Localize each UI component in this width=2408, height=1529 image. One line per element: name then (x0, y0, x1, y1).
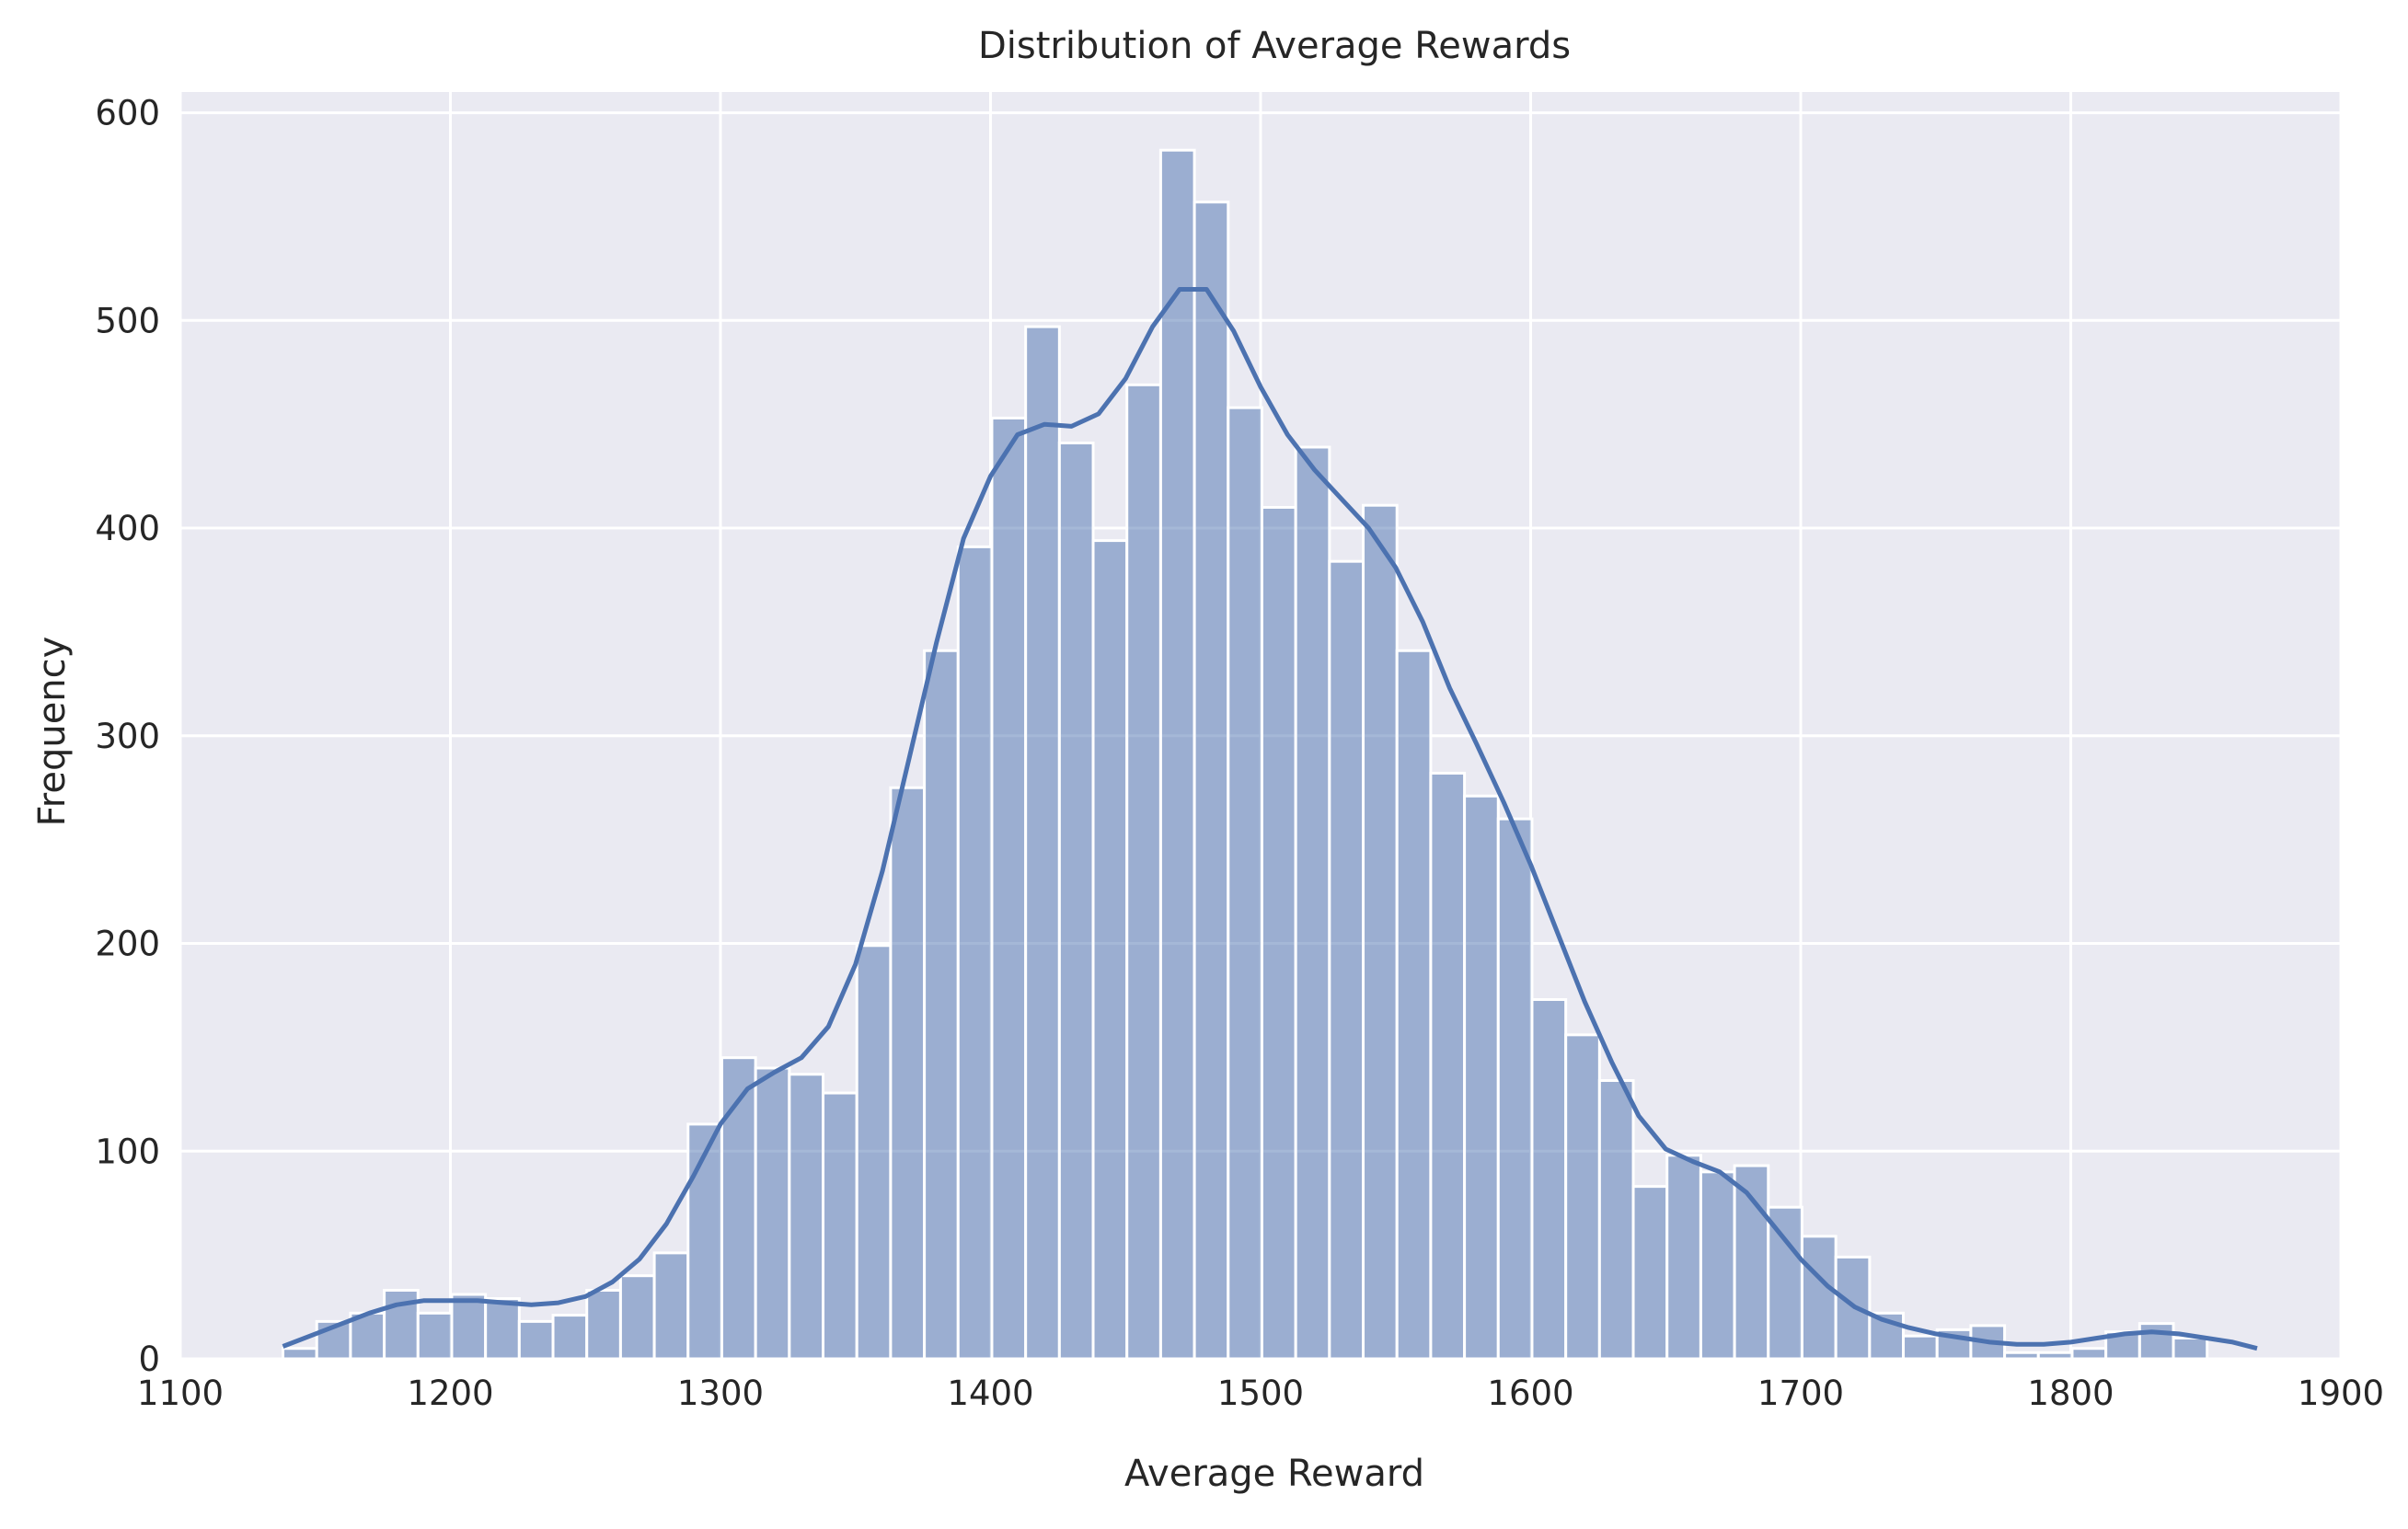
histogram-bar (1158, 148, 1196, 1361)
histogram-bar (1362, 503, 1399, 1361)
histogram-bar (754, 1066, 791, 1361)
y-tick-label: 300 (95, 717, 160, 756)
chart-title: Distribution of Average Rewards (978, 25, 1571, 67)
histogram-bar (686, 1122, 723, 1361)
histogram-bar (1902, 1334, 1939, 1361)
histogram-bar (2003, 1351, 2040, 1361)
histogram-bar (1260, 505, 1297, 1361)
kde-curve (282, 287, 2258, 1351)
histogram-bar (2172, 1336, 2209, 1361)
histogram-bar (618, 1274, 656, 1361)
histogram-bar (788, 1073, 825, 1361)
histogram-bar (1429, 771, 1467, 1361)
x-tick-label: 1200 (407, 1374, 493, 1413)
histogram-bar (1328, 559, 1365, 1361)
histogram-bars (282, 148, 2209, 1361)
histogram-bar (1665, 1154, 1702, 1361)
x-tick-label: 1700 (1757, 1374, 1844, 1413)
histogram-bar (1564, 1033, 1601, 1361)
histogram-bar (2070, 1347, 2108, 1361)
histogram-bar (1463, 794, 1500, 1361)
histogram-bar (1125, 383, 1162, 1361)
histogram-bar (1192, 201, 1230, 1361)
histogram-bar (1733, 1164, 1770, 1361)
histogram-bar (2137, 1322, 2175, 1361)
histogram-bar (720, 1056, 757, 1361)
histogram-bar (1091, 539, 1129, 1361)
y-tick-labels: 0 100 200 300 400 500 600 (95, 94, 160, 1379)
histogram-bar (652, 1251, 690, 1361)
histogram-bar (1496, 817, 1534, 1361)
histogram-bar (1294, 445, 1331, 1361)
histogram-bar (1395, 649, 1433, 1361)
histogram-bar (450, 1293, 488, 1361)
histogram-bar (855, 944, 893, 1361)
histogram-bar (1057, 441, 1095, 1361)
histogram-bar (585, 1289, 622, 1361)
x-tick-label: 1100 (137, 1374, 224, 1413)
histogram-bar (1227, 406, 1263, 1361)
x-tick-label: 1500 (1217, 1374, 1304, 1413)
histogram-bar (2036, 1351, 2074, 1361)
x-axis-label: Average Reward (1124, 1453, 1424, 1495)
histogram-bar (551, 1314, 589, 1361)
histogram-bar (990, 416, 1028, 1361)
y-tick-label: 200 (95, 925, 160, 964)
y-tick-label: 400 (95, 509, 160, 548)
y-axis-label: Frequency (31, 637, 74, 827)
histogram-bar (1597, 1079, 1635, 1361)
histogram-bar (1024, 325, 1061, 1361)
histogram-bar (956, 545, 994, 1361)
histogram-bar (1767, 1205, 1803, 1361)
histogram-bar (1631, 1185, 1669, 1361)
x-tick-labels: 1100 1200 1300 1400 1500 1600 1700 1800 1900 (137, 1374, 2384, 1413)
histogram-bar (889, 786, 927, 1361)
histogram-bar (484, 1297, 521, 1361)
x-tick-label: 1300 (677, 1374, 764, 1413)
x-tick-label: 1800 (2027, 1374, 2114, 1413)
x-tick-label: 1400 (947, 1374, 1033, 1413)
y-tick-label: 100 (95, 1132, 160, 1171)
histogram-bar (1800, 1235, 1838, 1361)
y-tick-label: 0 (138, 1339, 160, 1379)
histogram-bar (1530, 997, 1568, 1361)
y-tick-label: 600 (95, 94, 160, 133)
histogram-bar (517, 1319, 555, 1361)
histogram-bar (1699, 1170, 1736, 1361)
histogram-bar (822, 1091, 858, 1361)
x-tick-label: 1600 (1487, 1374, 1573, 1413)
y-tick-label: 500 (95, 301, 160, 340)
histogram-bar (923, 649, 960, 1361)
x-tick-label: 1900 (2298, 1374, 2384, 1413)
histogram-bar (416, 1311, 454, 1361)
histogram-bar (282, 1347, 318, 1361)
